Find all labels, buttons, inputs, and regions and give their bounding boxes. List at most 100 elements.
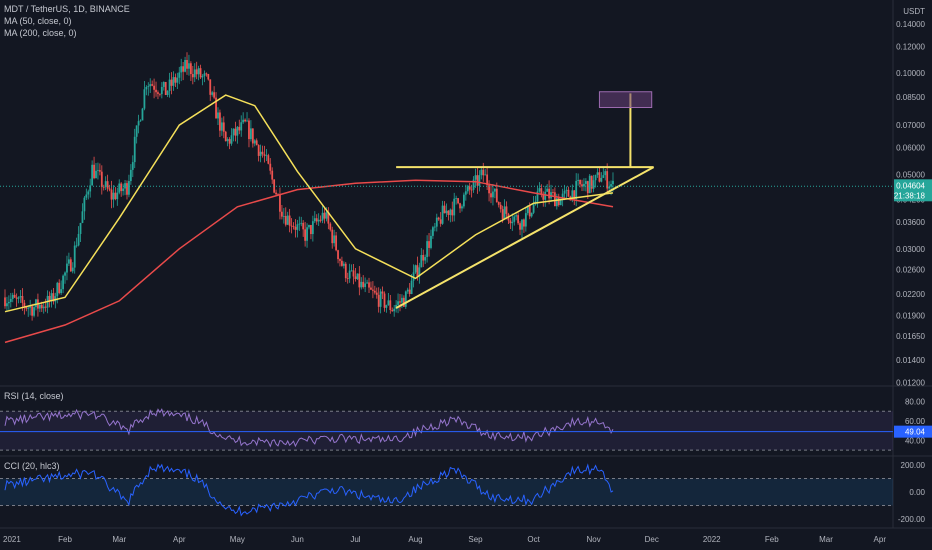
candle-body [416, 265, 419, 277]
candle-body [348, 270, 351, 279]
candle-body [317, 219, 320, 222]
rsi-last-badge [894, 425, 932, 438]
candle-body [327, 212, 330, 224]
rsi-legend[interactable]: RSI (14, close) [4, 391, 64, 401]
cci-legend[interactable]: CCI (20, hlc3) [4, 461, 60, 471]
candle-body [69, 259, 72, 272]
price-tick-label: 0.05000 [896, 170, 925, 179]
price-tick-label: 0.10000 [896, 69, 925, 78]
candle-body [468, 186, 471, 190]
candle-body [371, 289, 374, 291]
candle-body [583, 183, 585, 187]
candle-body [310, 225, 312, 235]
price-tick-label: 0.14000 [896, 20, 925, 29]
candle-body [178, 72, 181, 78]
candle-body [457, 198, 459, 204]
candle-body [538, 188, 541, 192]
candle-body [418, 267, 421, 277]
candle-body [112, 192, 115, 200]
candle-body [478, 175, 481, 186]
candle-body [432, 227, 434, 236]
candle-body [532, 204, 535, 213]
candle-body [435, 217, 438, 227]
candle-body [519, 223, 521, 230]
candle-body [311, 221, 314, 235]
candle-body [75, 245, 78, 247]
candle-body [23, 302, 26, 308]
candle-body [54, 296, 57, 302]
candle-body [129, 169, 132, 182]
candle-body [139, 120, 142, 122]
candle-body [488, 185, 490, 194]
candle-body [145, 86, 148, 90]
candle-body [581, 184, 583, 187]
time-tick-label: Aug [408, 535, 422, 544]
price-tick-label: 0.01900 [896, 311, 925, 320]
candle-body [240, 122, 243, 131]
price-tick-label: 0.03600 [896, 218, 925, 227]
price-tick-label: 0.02200 [896, 290, 925, 299]
time-tick-label: Mar [819, 535, 833, 544]
candle-body [81, 211, 84, 223]
candle-body [114, 192, 117, 200]
price-axis[interactable]: 0.01200 0.01400 0.01650 0.01900 0.02200 0.026… [894, 7, 932, 388]
candle-body [176, 77, 179, 83]
price-tick-label: 0.08500 [896, 93, 925, 102]
ma200-line [4, 179, 614, 344]
ma50-line [4, 94, 614, 313]
candle-body [13, 294, 16, 298]
candle-body [217, 112, 219, 119]
time-axis[interactable]: 2021 Feb Mar Apr May Jun Jul Aug Sep Oct Nov Dec 202… [3, 535, 886, 544]
candle-body [523, 219, 525, 227]
candle-body [159, 93, 161, 95]
price-tick-label: 0.01400 [896, 356, 925, 365]
time-tick-label: Nov [587, 535, 601, 544]
candle-body [29, 306, 32, 308]
candle-body [71, 267, 74, 272]
ma200-legend[interactable]: MA (200, close, 0) [4, 28, 77, 38]
candle-body [21, 296, 24, 303]
candle-body [11, 294, 14, 299]
candle-body [360, 281, 363, 288]
candle-body [445, 210, 448, 214]
candle-body [170, 79, 173, 86]
main-legend-title[interactable]: MDT / TetherUS, 1D, BINANCE [4, 4, 130, 14]
candle-body [186, 59, 188, 69]
candle-body [470, 189, 473, 191]
candle-body [230, 135, 233, 144]
candle-body [193, 69, 196, 78]
candle-body [147, 86, 150, 87]
candle-body [261, 151, 264, 155]
candle-body [33, 307, 35, 316]
candle-body [89, 185, 92, 192]
candle-body [203, 73, 206, 77]
candle-body [228, 139, 231, 144]
time-tick-label: Dec [645, 535, 659, 544]
candle-body [151, 84, 154, 86]
candle-body [542, 194, 545, 200]
price-tick-label: 0.02600 [896, 266, 925, 275]
candle-body [480, 169, 483, 176]
candle-body [358, 273, 361, 288]
candle-body [257, 145, 260, 156]
last-price-badge [894, 179, 932, 202]
candle-body [275, 192, 277, 195]
candle-body [246, 120, 248, 122]
candle-body [149, 84, 152, 87]
candle-body [515, 215, 518, 217]
candle-body [66, 263, 68, 273]
candle-body [286, 215, 289, 225]
candle-body [395, 304, 398, 309]
ma50-legend[interactable]: MA (50, close, 0) [4, 16, 72, 26]
candle-body [484, 174, 487, 176]
time-tick-label: May [230, 535, 245, 544]
candle-body [389, 300, 392, 311]
candle-body [325, 212, 328, 219]
candle-body [15, 297, 18, 299]
candle-body [517, 215, 520, 224]
candle-body [31, 306, 34, 316]
oscillator-line [4, 463, 614, 517]
candle-body [209, 79, 212, 95]
candle-body [236, 126, 239, 136]
